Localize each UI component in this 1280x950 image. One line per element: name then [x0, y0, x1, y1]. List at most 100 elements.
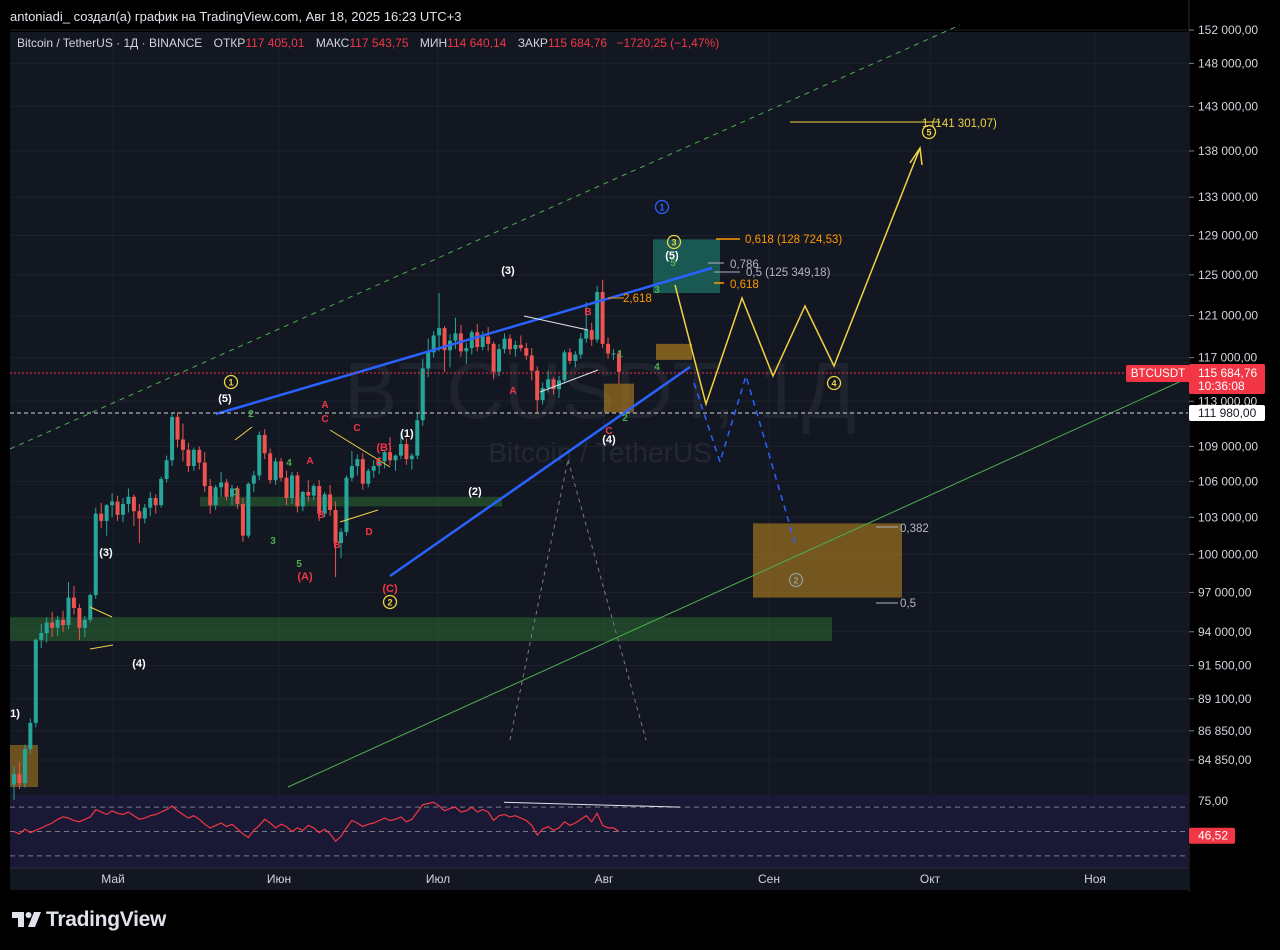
time-axis-bg — [10, 868, 1189, 890]
candle — [475, 332, 480, 348]
candle — [39, 633, 44, 640]
wave-label: E — [376, 457, 383, 468]
candle — [273, 461, 278, 481]
candle — [115, 501, 120, 515]
projection-line — [509, 459, 569, 741]
rsi-value-badge — [1189, 827, 1235, 844]
candle — [164, 460, 169, 479]
circled-2-text: 2 — [387, 598, 392, 608]
symbol-name[interactable]: Bitcoin / TetherUS · 1Д · BINANCE — [17, 36, 203, 50]
open-label: ОТКР — [213, 36, 246, 50]
candle — [148, 497, 153, 508]
candle — [573, 354, 578, 361]
rsi-divergence — [503, 801, 681, 808]
candle — [82, 619, 87, 628]
candle — [99, 513, 104, 521]
zone-4 — [604, 383, 634, 413]
tradingview-logo[interactable]: TradingView — [12, 908, 166, 932]
sub-line — [234, 426, 253, 441]
candle — [366, 470, 371, 484]
level-badge-text: 111 980,00 — [1198, 406, 1257, 420]
candle — [137, 511, 142, 519]
wave-label: 2 — [622, 413, 628, 424]
candle — [442, 328, 447, 351]
candles — [12, 279, 621, 800]
candle — [529, 355, 534, 371]
candle — [142, 507, 147, 519]
candle — [153, 497, 158, 506]
channel-upper-dashed — [9, 24, 961, 450]
price-tick-label: 91 500,00 — [1198, 659, 1252, 673]
symbol-legend: Bitcoin / TetherUS · 1Д · BINANCE ОТКР 11… — [17, 36, 719, 50]
circled-3-text: 3 — [671, 238, 676, 248]
wave-label: 4 — [286, 458, 292, 469]
wave-label: C — [605, 426, 612, 437]
circled-2 — [382, 594, 398, 610]
drawings-zones — [10, 239, 902, 787]
candle — [535, 370, 540, 401]
candle — [349, 466, 354, 478]
candle — [480, 336, 485, 348]
header-bar: antoniadi_ создал(а) график на TradingVi… — [0, 0, 1280, 32]
circled-5-text: 5 — [926, 128, 931, 138]
candle — [578, 338, 583, 355]
price-tick-label: 148 000,00 — [1198, 56, 1258, 70]
candle — [284, 477, 289, 498]
candle — [268, 453, 273, 481]
candle — [230, 488, 234, 497]
candle — [93, 513, 98, 596]
time-tick-label: Окт — [920, 872, 941, 886]
logo-text: TradingView — [46, 908, 167, 931]
price-axis-bg — [1189, 0, 1280, 892]
candle — [208, 486, 213, 506]
candle — [289, 475, 294, 498]
rsi-axis-label: 75,00 — [1198, 794, 1228, 808]
close-value: 115 684,76 — [547, 36, 608, 50]
change-value: −1720,25 (−1,47%) — [616, 36, 720, 50]
candle — [518, 344, 523, 349]
candle — [497, 349, 502, 372]
candle — [426, 352, 431, 369]
candle — [328, 494, 333, 511]
candle — [589, 330, 594, 340]
wave-arrow — [909, 145, 923, 166]
candle — [279, 461, 284, 478]
price-tick-label: 121 000,00 — [1198, 309, 1258, 323]
candle — [262, 434, 267, 454]
chart-pane[interactable] — [10, 32, 1188, 890]
symbol-badge-text: BTCUSDT — [1131, 368, 1185, 380]
candle — [66, 597, 71, 626]
wave-projection — [674, 147, 921, 407]
wave-label: 4 — [654, 362, 660, 373]
candle — [562, 352, 567, 381]
price-tick-label: 94 000,00 — [1198, 625, 1252, 639]
candle — [567, 352, 572, 361]
candle — [595, 292, 600, 340]
wave-label: B — [317, 510, 324, 521]
candle — [55, 619, 60, 628]
wave-label: A — [306, 456, 313, 467]
candle — [453, 333, 458, 341]
candle — [333, 510, 338, 544]
price-tick-label: 125 000,00 — [1198, 268, 1258, 282]
low-label: МИН — [419, 36, 448, 50]
candle — [235, 488, 240, 504]
price-tick-label: 143 000,00 — [1198, 99, 1258, 113]
circled-1-blue — [654, 199, 670, 215]
low-value: 114 640,14 — [447, 36, 507, 50]
price-axis: 152 000,00 148 000,00 143 000,00 138 000,00… — [1126, 0, 1280, 892]
wave-label: C — [321, 414, 328, 425]
grid-lines — [10, 29, 1188, 890]
wave-label: 2 — [248, 409, 254, 420]
rsi-series — [13, 801, 620, 843]
candle — [524, 348, 529, 356]
candle — [71, 597, 76, 609]
candle — [344, 477, 349, 532]
sub-line — [523, 315, 589, 331]
wave-label-4: (4) — [602, 434, 616, 446]
candle — [409, 455, 414, 460]
time-axis: Май Июн Июл Авг Сен Окт Ноя — [10, 867, 1189, 890]
candle — [388, 452, 393, 461]
price-tick-label: 103 000,00 — [1198, 510, 1258, 524]
